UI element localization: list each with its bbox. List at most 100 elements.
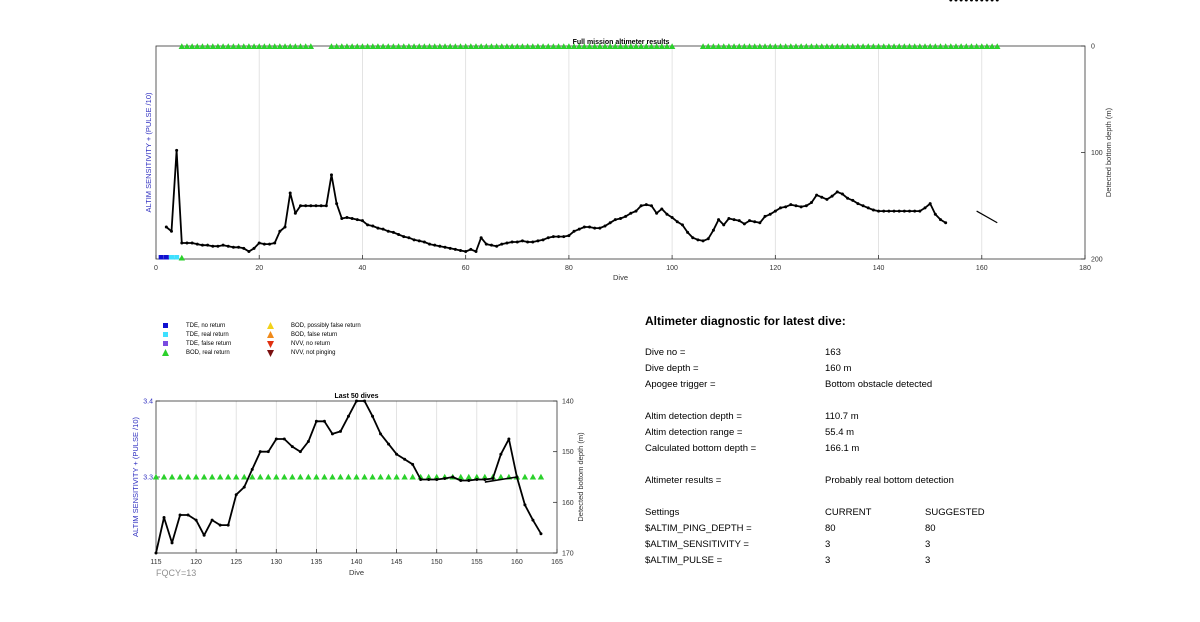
bod-real-return-marker xyxy=(529,473,537,480)
depth-point xyxy=(567,234,571,238)
settings-row-label: $ALTIM_PING_DEPTH = xyxy=(645,523,752,534)
bottom-marker-tde xyxy=(163,255,169,260)
x-tick-label: 120 xyxy=(190,559,202,566)
bod-real-return-marker xyxy=(519,43,526,50)
depth-point xyxy=(459,248,463,252)
settings-current-header: CURRENT xyxy=(825,507,872,518)
depth-point xyxy=(218,523,222,527)
x-tick-label: 100 xyxy=(666,265,678,272)
depth-point xyxy=(495,244,499,248)
x-tick-label: 120 xyxy=(769,265,781,272)
depth-point xyxy=(928,202,932,206)
bod-real-return-marker xyxy=(896,43,903,50)
bod-real-return-marker xyxy=(668,43,676,50)
bod-real-return-marker xyxy=(885,43,893,50)
depth-point xyxy=(557,235,561,239)
depth-point xyxy=(242,485,246,489)
bod-real-return-marker xyxy=(405,43,413,50)
depth-point xyxy=(773,209,777,213)
legend-label: BOD, real return xyxy=(186,350,230,356)
bod-real-return-marker xyxy=(467,43,475,50)
depth-point xyxy=(572,229,576,233)
legend-marker xyxy=(265,349,275,359)
depth-point xyxy=(748,219,752,223)
settings-row-current: 3 xyxy=(825,539,831,550)
bod-real-return-marker xyxy=(348,43,356,50)
depth-point xyxy=(639,204,643,208)
depth-point xyxy=(908,209,912,213)
depth-point xyxy=(515,240,519,244)
y-left-tick-label: 3.3 xyxy=(143,475,153,482)
bod-real-return-marker xyxy=(361,473,368,480)
bod-real-return-marker xyxy=(401,473,408,480)
depth-point xyxy=(175,148,179,152)
y-right-tick-label: 150 xyxy=(562,449,574,456)
depth-point xyxy=(402,235,406,239)
legend-triangle xyxy=(267,322,274,329)
bod-real-return-marker xyxy=(257,473,264,480)
bod-real-return-marker xyxy=(596,43,604,50)
bod-real-return-marker xyxy=(497,473,505,480)
depth-point xyxy=(250,467,254,471)
bod-real-return-marker xyxy=(168,473,176,480)
depth-point xyxy=(345,215,349,219)
depth-point xyxy=(422,240,426,244)
bod-real-return-marker xyxy=(313,473,320,480)
y-right-axis-label: Detected bottom depth (m) xyxy=(576,432,585,522)
depth-point xyxy=(546,236,550,240)
bod-real-return-marker xyxy=(537,473,545,480)
bod-real-return-marker xyxy=(751,43,758,50)
bod-real-return-marker xyxy=(963,43,970,50)
depth-point xyxy=(619,217,622,221)
bod-real-return-marker xyxy=(307,43,315,50)
diagnostic-value: 163 xyxy=(825,347,841,358)
x-axis-label: Dive xyxy=(349,568,364,577)
depth-point xyxy=(338,429,342,433)
x-tick-label: 135 xyxy=(311,559,323,566)
depth-point xyxy=(784,205,788,209)
bod-real-return-marker xyxy=(978,43,985,50)
bod-real-return-marker xyxy=(880,43,887,50)
bod-real-return-marker xyxy=(834,43,841,50)
bod-real-return-marker xyxy=(395,43,402,50)
depth-point xyxy=(309,204,313,208)
bod-real-return-marker xyxy=(493,43,500,50)
legend-marker xyxy=(160,322,170,332)
legend-triangle xyxy=(267,331,274,338)
legend-marker xyxy=(265,331,275,341)
diagnostic-row: Dive no = 163 xyxy=(645,347,1165,360)
settings-row-current: 3 xyxy=(825,555,831,566)
depth-point xyxy=(467,479,471,483)
bod-real-return-marker xyxy=(865,43,872,50)
depth-point xyxy=(840,192,844,196)
bod-real-return-marker xyxy=(653,43,660,50)
depth-point xyxy=(500,242,504,246)
bod-real-return-marker xyxy=(249,473,256,480)
diagnostic-value: 160 m xyxy=(825,363,852,374)
settings-label: Settings xyxy=(645,507,680,518)
bod-real-return-marker xyxy=(839,43,846,50)
full-mission-chart: 0 20 40 60 80 100 120 140 160 180 0 100 200 Dive ALTIM… xyxy=(144,0,1113,282)
x-tick-label: 160 xyxy=(976,265,988,272)
depth-point xyxy=(990,0,994,2)
legend-marker xyxy=(160,331,170,341)
depth-point xyxy=(835,190,839,194)
depth-point xyxy=(391,230,395,234)
bod-real-return-marker xyxy=(622,43,629,50)
bod-real-return-marker xyxy=(354,43,361,50)
depth-point xyxy=(453,247,457,251)
bod-real-return-marker xyxy=(854,43,862,50)
x-tick-label: 130 xyxy=(270,559,282,566)
depth-point xyxy=(887,209,891,213)
depth-point xyxy=(541,238,545,242)
depth-point xyxy=(247,250,251,254)
legend-label: NVV, no return xyxy=(291,341,331,347)
depth-point xyxy=(169,229,173,233)
bod-real-return-marker xyxy=(473,473,480,480)
depth-point xyxy=(670,215,674,219)
depth-point xyxy=(491,477,495,481)
bod-real-return-marker xyxy=(581,43,588,50)
depth-point xyxy=(799,205,803,209)
depth-point xyxy=(211,244,215,248)
bod-real-return-marker xyxy=(241,473,248,480)
